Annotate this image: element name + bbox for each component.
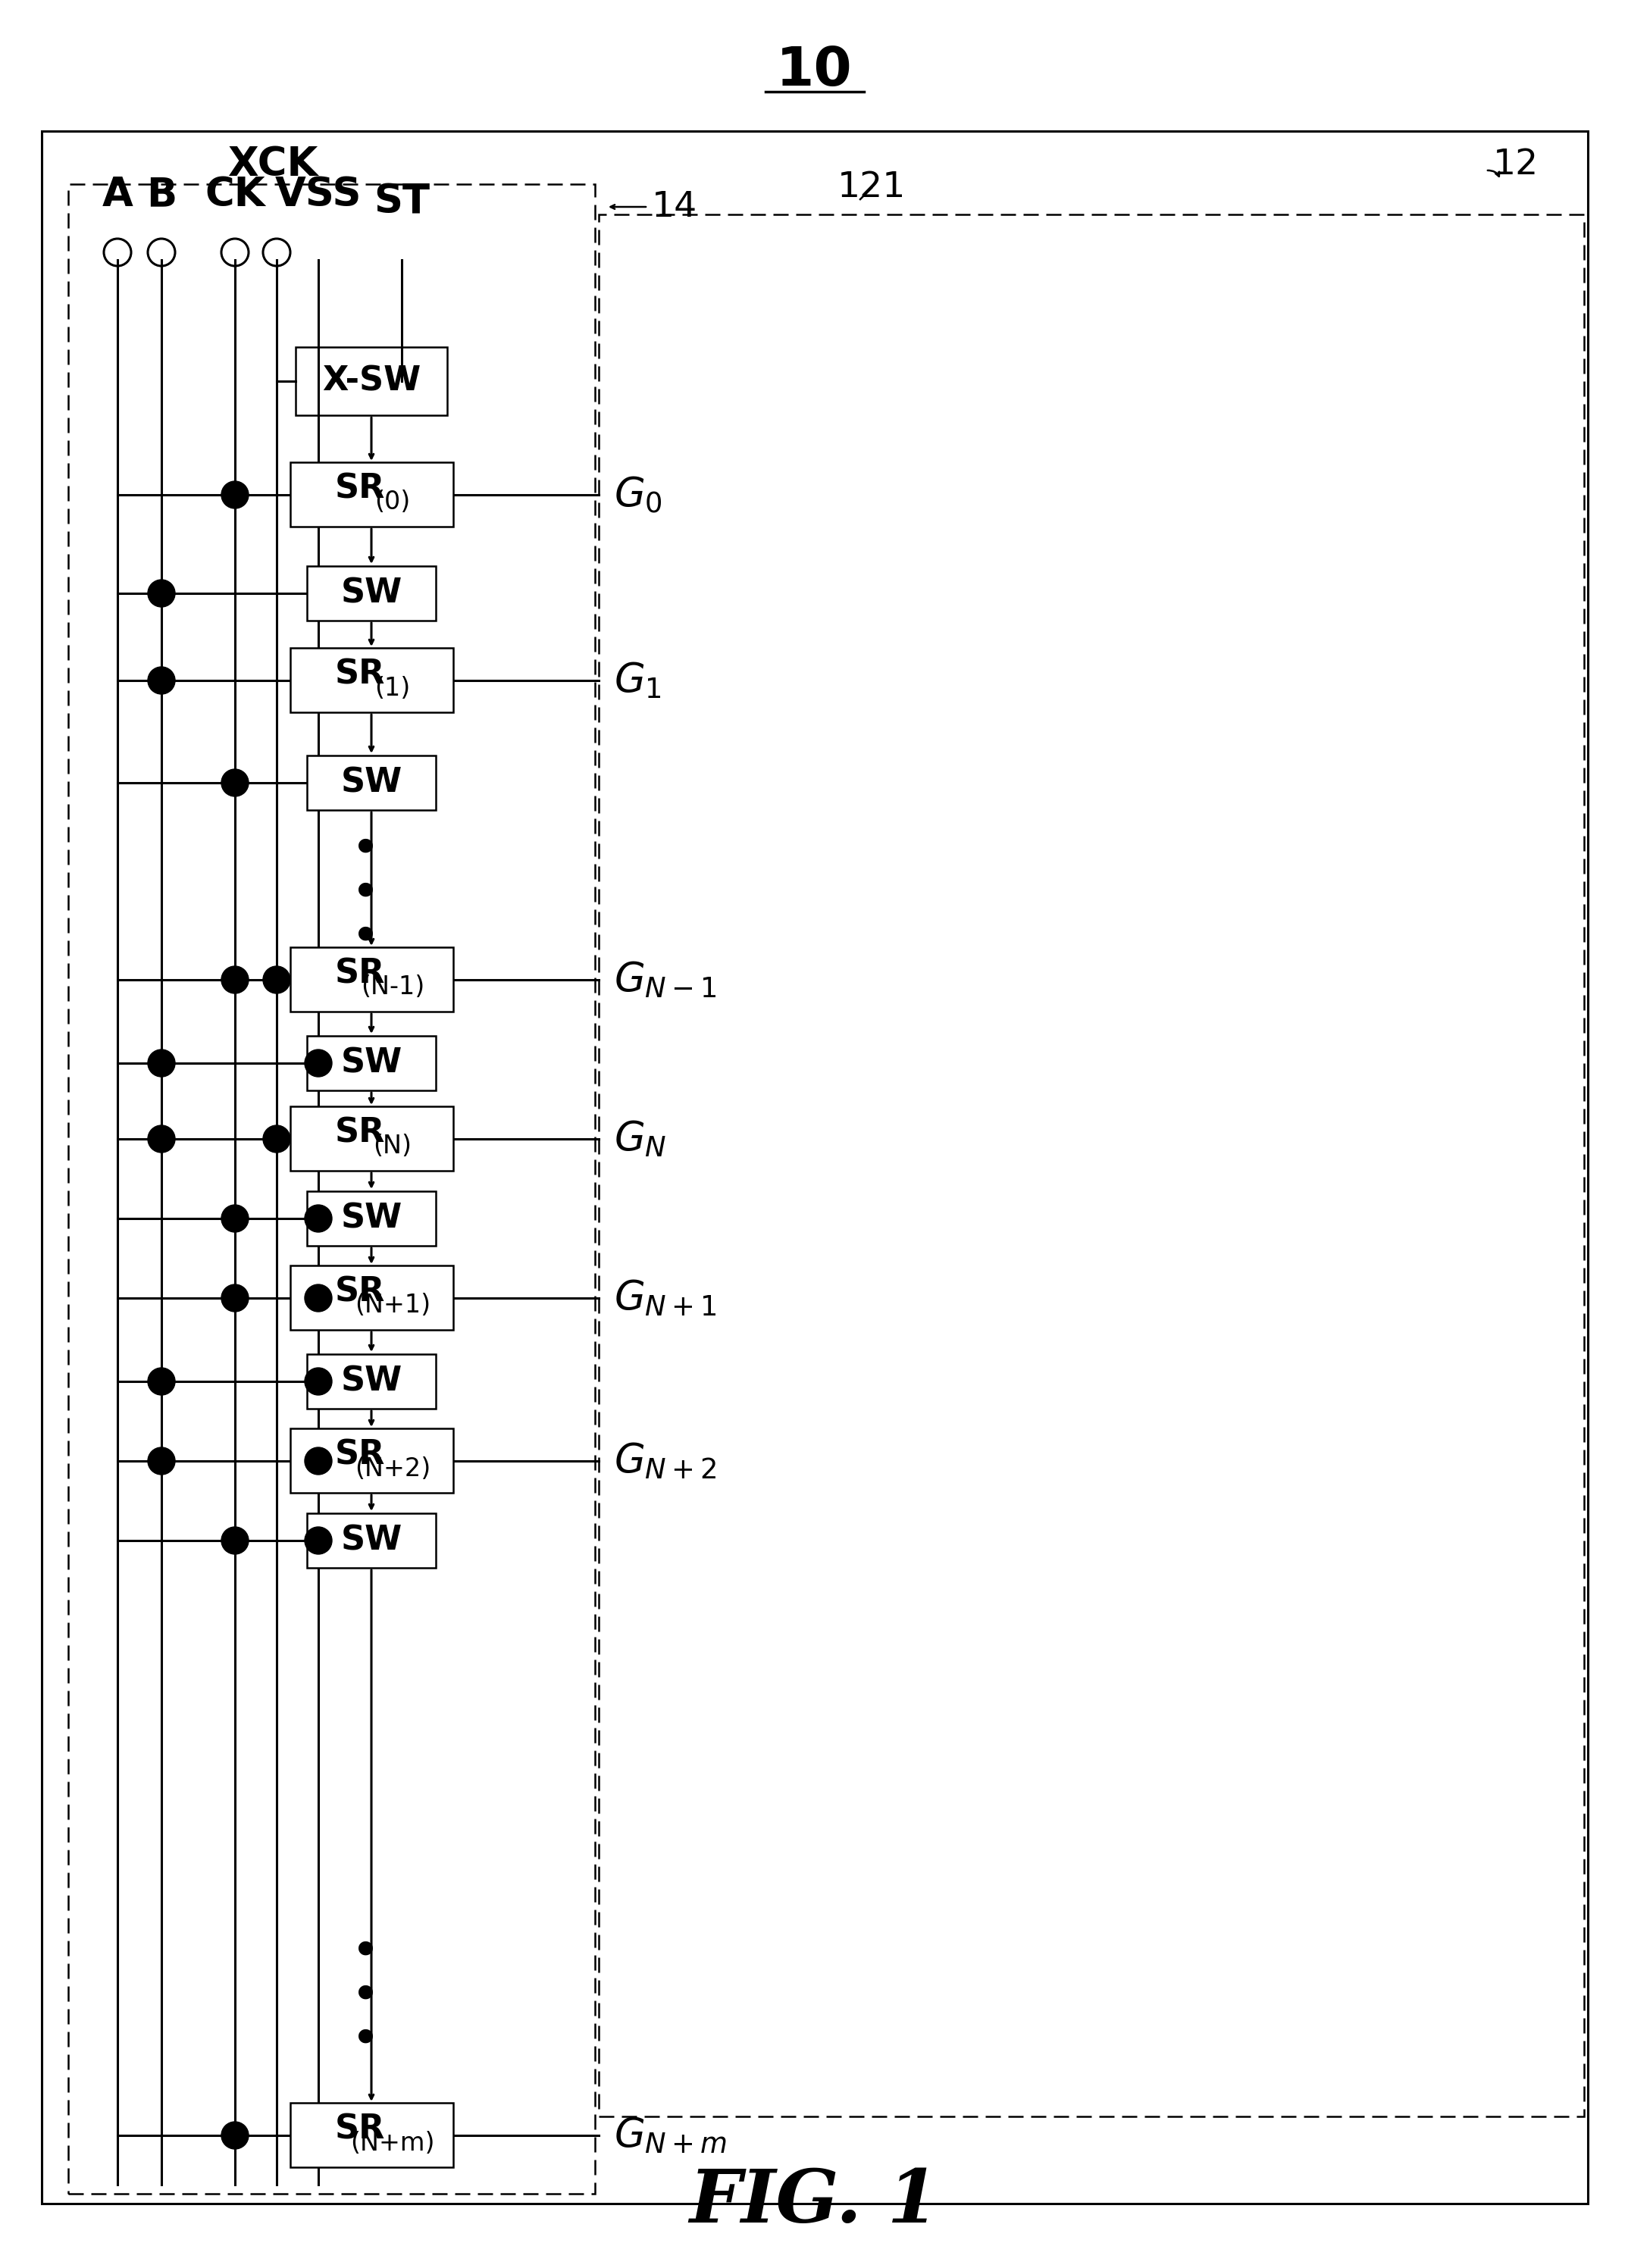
Text: 121: 121: [837, 170, 905, 204]
Bar: [308, 567, 436, 621]
Bar: [308, 755, 436, 810]
Circle shape: [264, 966, 290, 993]
Circle shape: [221, 1526, 249, 1554]
Circle shape: [304, 1204, 332, 1232]
Bar: [68, 184, 594, 2193]
Text: A: A: [103, 175, 133, 215]
Text: 12: 12: [1493, 147, 1538, 181]
Text: 10: 10: [777, 45, 851, 98]
Text: SR: SR: [335, 957, 386, 991]
Text: SW: SW: [340, 1524, 402, 1556]
Bar: [290, 1429, 453, 1492]
Text: XCK: XCK: [228, 145, 317, 184]
Text: $G_{N-1}$: $G_{N-1}$: [614, 959, 716, 1000]
Circle shape: [304, 1284, 332, 1311]
Circle shape: [304, 1050, 332, 1077]
Bar: [290, 649, 453, 712]
Circle shape: [221, 966, 249, 993]
Text: ST: ST: [374, 184, 430, 222]
Circle shape: [304, 1368, 332, 1395]
Bar: [290, 1107, 453, 1170]
Circle shape: [221, 481, 249, 508]
Circle shape: [221, 1284, 249, 1311]
Text: $G_N$: $G_N$: [614, 1118, 666, 1159]
Bar: [308, 1191, 436, 1245]
Circle shape: [221, 769, 249, 796]
Text: 14: 14: [651, 191, 697, 225]
Circle shape: [264, 1125, 290, 1152]
Circle shape: [148, 1050, 176, 1077]
Bar: [308, 1354, 436, 1408]
Text: SR: SR: [335, 1275, 386, 1309]
Text: $G_1$: $G_1$: [614, 660, 661, 701]
Text: • • •: • • •: [348, 1932, 396, 2050]
Text: SW: SW: [340, 1365, 402, 1397]
Text: CK: CK: [205, 175, 265, 215]
Text: SR: SR: [335, 658, 386, 692]
Text: SW: SW: [340, 1048, 402, 1080]
Text: FIG. 1: FIG. 1: [689, 2166, 939, 2239]
Circle shape: [221, 1204, 249, 1232]
Text: (N+2): (N+2): [355, 1456, 430, 1481]
Text: (1): (1): [374, 676, 410, 701]
Text: SW: SW: [340, 767, 402, 798]
Circle shape: [148, 1125, 176, 1152]
Text: (N+1): (N+1): [355, 1293, 430, 1318]
Circle shape: [148, 581, 176, 608]
Text: SR: SR: [335, 472, 386, 506]
Bar: [296, 347, 448, 415]
Circle shape: [148, 1368, 176, 1395]
Bar: [308, 1036, 436, 1091]
Text: • • •: • • •: [348, 830, 396, 948]
Text: SW: SW: [340, 576, 402, 610]
Text: $G_0$: $G_0$: [614, 474, 663, 515]
Text: $G_{N+1}$: $G_{N+1}$: [614, 1279, 716, 1318]
Bar: [308, 1513, 436, 1567]
Text: SR: SR: [335, 1438, 386, 1472]
Circle shape: [221, 2123, 249, 2150]
Circle shape: [304, 1526, 332, 1554]
Circle shape: [304, 1447, 332, 1474]
Bar: [290, 948, 453, 1012]
Text: (N+m): (N+m): [350, 2130, 435, 2155]
Text: B: B: [147, 175, 177, 215]
Text: SW: SW: [340, 1202, 402, 1234]
Bar: [290, 1266, 453, 1329]
Bar: [599, 215, 1584, 2116]
Bar: [290, 463, 453, 526]
Text: SR: SR: [335, 1116, 386, 1150]
Text: (0): (0): [374, 490, 410, 515]
Text: X-SW: X-SW: [322, 365, 420, 397]
Text: SR: SR: [335, 2114, 386, 2146]
Text: (N): (N): [373, 1134, 412, 1159]
Text: $G_{N+m}$: $G_{N+m}$: [614, 2116, 728, 2155]
Circle shape: [148, 667, 176, 694]
Bar: [290, 2102, 453, 2168]
Text: (N-1): (N-1): [361, 975, 425, 1000]
Text: VSS: VSS: [275, 175, 361, 215]
Text: $G_{N+2}$: $G_{N+2}$: [614, 1440, 716, 1481]
Circle shape: [148, 1447, 176, 1474]
